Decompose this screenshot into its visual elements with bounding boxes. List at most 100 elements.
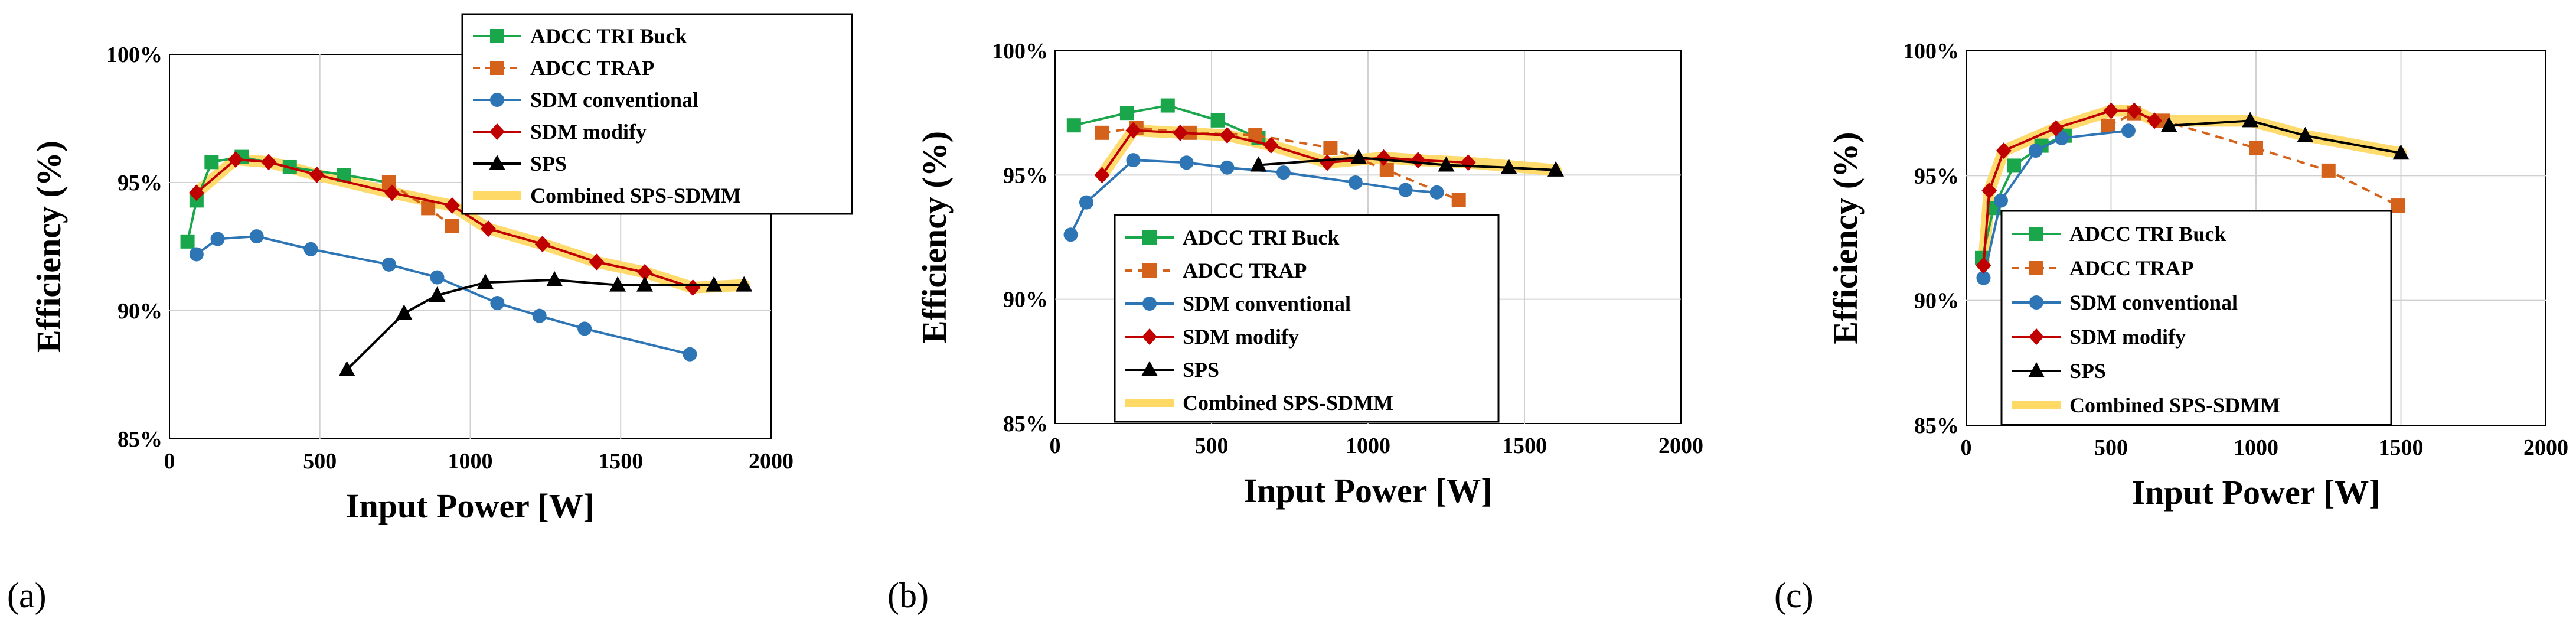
series-sdm-modify bbox=[188, 151, 701, 296]
legend-item: ADCC TRAP bbox=[2012, 256, 2193, 280]
data-point bbox=[546, 271, 563, 286]
y-axis-title: Efficiency (%) bbox=[915, 131, 954, 343]
data-point bbox=[1220, 160, 1235, 175]
data-point bbox=[1095, 125, 1109, 140]
y-tick-label: 85% bbox=[1003, 412, 1048, 437]
data-point bbox=[1976, 257, 1991, 274]
legend-marker bbox=[1141, 361, 1158, 376]
data-point bbox=[338, 360, 355, 376]
data-point bbox=[180, 234, 195, 249]
data-point bbox=[1981, 182, 1997, 199]
x-axis-title: Input Power [W] bbox=[2131, 473, 2380, 512]
data-point bbox=[1320, 154, 1336, 171]
data-point bbox=[445, 219, 459, 233]
data-point bbox=[2055, 131, 2069, 145]
data-point bbox=[2249, 141, 2263, 155]
legend-item: Combined SPS-SDMM bbox=[473, 184, 741, 207]
data-point bbox=[1398, 183, 1413, 197]
data-point bbox=[204, 155, 219, 170]
legend-marker bbox=[490, 61, 504, 75]
panel-label: (c) bbox=[1774, 576, 1814, 615]
series-sdm-modify bbox=[1094, 122, 1476, 184]
data-point bbox=[1500, 158, 1517, 174]
legend-item: SDM modify bbox=[473, 120, 647, 144]
data-point bbox=[444, 197, 460, 214]
data-point bbox=[1451, 193, 1466, 207]
legend-item: ADCC TRAP bbox=[1125, 259, 1307, 282]
data-point bbox=[1438, 156, 1455, 172]
series-sps bbox=[338, 271, 753, 376]
legend-label: Combined SPS-SDMM bbox=[530, 184, 741, 207]
data-point bbox=[1410, 152, 1426, 169]
legend-item: SPS bbox=[2012, 359, 2106, 383]
legend-item: ADCC TRI Buck bbox=[1125, 226, 1339, 249]
legend-item: SDM modify bbox=[1125, 325, 1299, 349]
legend-item: SPS bbox=[1125, 358, 1219, 382]
data-point bbox=[1250, 156, 1267, 172]
data-point bbox=[2121, 123, 2136, 138]
data-point bbox=[1996, 142, 2012, 159]
legend-marker bbox=[1142, 230, 1157, 245]
data-point bbox=[249, 229, 264, 244]
data-point bbox=[2126, 102, 2142, 119]
data-point bbox=[1350, 148, 1367, 164]
x-tick-label: 2000 bbox=[749, 449, 794, 474]
data-point bbox=[429, 286, 446, 302]
data-point bbox=[1160, 98, 1175, 113]
data-point bbox=[2392, 144, 2410, 160]
series-adcc-trap bbox=[381, 175, 459, 233]
chart-panel-3: 0 500 1000 1500 2000 85% 90% 95% 100% Input Power… bbox=[1774, 39, 2568, 615]
y-tick-label: 95% bbox=[1003, 163, 1048, 188]
series-sdm-conventional bbox=[189, 229, 697, 362]
legend-label: SPS bbox=[1183, 358, 1219, 382]
y-tick-label: 100% bbox=[1903, 39, 1959, 64]
legend-marker bbox=[2029, 227, 2043, 241]
data-point bbox=[1125, 122, 1141, 139]
data-point bbox=[2242, 112, 2259, 128]
x-tick-label: 500 bbox=[2094, 435, 2128, 460]
chart-panel-1: 0 500 1000 1500 2000 85% 90% 95% 100% Input Power… bbox=[7, 13, 853, 615]
x-tick-label: 1500 bbox=[1502, 434, 1547, 458]
series-sps bbox=[2160, 112, 2410, 160]
data-point bbox=[2028, 144, 2043, 158]
panel-label: (b) bbox=[887, 576, 929, 615]
series-line bbox=[195, 235, 690, 356]
series-sdm-conventional bbox=[1976, 123, 2136, 285]
data-point bbox=[1179, 155, 1194, 170]
x-axis-title: Input Power [W] bbox=[346, 487, 595, 525]
legend: ADCC TRI Buck ADCC TRAP SDM conventional SD… bbox=[461, 13, 853, 215]
legend-label: SPS bbox=[2069, 359, 2106, 383]
data-point bbox=[481, 220, 497, 237]
data-point bbox=[1094, 167, 1110, 184]
x-tick-label: 1500 bbox=[2379, 435, 2424, 460]
data-point bbox=[1263, 136, 1279, 154]
data-point bbox=[189, 247, 204, 262]
series-adcc-tri-buck bbox=[1066, 98, 1266, 145]
chart-panel-2: 0 500 1000 1500 2000 85% 90% 95% 100% Input Power… bbox=[887, 39, 1703, 615]
data-point bbox=[637, 263, 653, 281]
legend-label: ADCC TRAP bbox=[1183, 259, 1307, 282]
data-point bbox=[2160, 116, 2177, 132]
legend-marker bbox=[2029, 328, 2044, 345]
legend-marker bbox=[490, 29, 504, 43]
legend-label: SDM modify bbox=[2069, 325, 2186, 349]
y-tick-label: 85% bbox=[117, 427, 162, 452]
legend-item: SDM conventional bbox=[2012, 291, 2238, 314]
data-point bbox=[736, 276, 753, 292]
data-point bbox=[2321, 163, 2336, 178]
data-point bbox=[1210, 113, 1225, 128]
legend-item: ADCC TRI Buck bbox=[2012, 222, 2226, 246]
data-point bbox=[1126, 153, 1141, 168]
data-point bbox=[589, 253, 605, 271]
y-tick-label: 95% bbox=[1914, 164, 1959, 188]
data-point bbox=[421, 201, 436, 216]
data-point bbox=[188, 184, 204, 201]
legend-marker bbox=[2028, 362, 2045, 377]
y-tick-label: 85% bbox=[1914, 413, 1959, 438]
legend-label: ADCC TRAP bbox=[530, 56, 654, 80]
y-tick-label: 95% bbox=[117, 171, 162, 196]
data-point bbox=[1066, 118, 1081, 133]
data-point bbox=[2101, 118, 2115, 133]
legend-marker bbox=[2029, 295, 2043, 310]
data-point bbox=[1219, 127, 1235, 144]
